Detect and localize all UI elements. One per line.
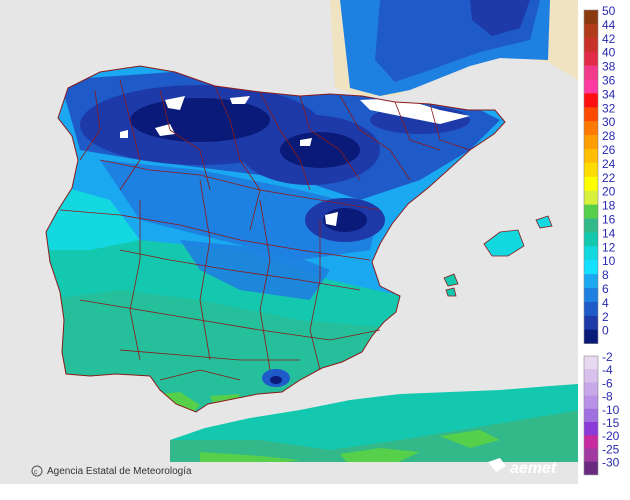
legend-label: 50	[602, 4, 616, 18]
legend-label: 40	[602, 46, 616, 60]
legend-swatch	[584, 121, 598, 136]
legend-swatch	[584, 246, 598, 261]
credit-text: Agencia Estatal de Meteorología	[47, 466, 192, 477]
legend-swatch	[584, 23, 598, 39]
temperature-legend: 5044424038363432302826242220181614121086…	[583, 4, 620, 476]
province-borders	[59, 79, 471, 381]
legend-swatch	[584, 135, 598, 150]
legend-swatch	[584, 315, 598, 330]
legend-label: 6	[602, 282, 609, 296]
legend-swatch	[584, 356, 598, 370]
legend-swatch	[584, 329, 598, 344]
legend-label: 18	[602, 199, 616, 213]
legend-swatch	[584, 176, 598, 191]
legend-label: 22	[602, 171, 616, 185]
legend-label: 12	[602, 240, 616, 254]
legend-label: 26	[602, 143, 616, 157]
legend-swatch	[584, 274, 598, 289]
legend-swatch	[584, 288, 598, 303]
legend-swatch	[584, 107, 598, 122]
legend-swatch	[584, 395, 598, 410]
legend-swatch	[584, 369, 598, 383]
legend-label: -2	[602, 350, 613, 364]
legend-swatch	[584, 382, 598, 396]
legend-swatch	[584, 162, 598, 178]
legend-swatch	[584, 301, 598, 317]
legend-swatch	[584, 232, 598, 247]
pyrenees-north-cold-3	[470, 0, 530, 36]
aemet-logo: aemet	[488, 458, 557, 477]
legend-swatch	[584, 204, 598, 219]
legend-label: 20	[602, 185, 616, 199]
legend-swatch	[584, 218, 598, 233]
legend-label: 14	[602, 226, 616, 240]
legend-label: -30	[602, 456, 620, 470]
balearic-islands	[443, 215, 553, 297]
legend-label: 0	[602, 324, 609, 338]
legend-frame-negative	[583, 355, 599, 476]
legend-label: 8	[602, 268, 609, 282]
corsica-island	[550, 0, 570, 40]
legend-label: 2	[602, 310, 609, 324]
legend-label: 30	[602, 115, 616, 129]
legend-swatch	[584, 37, 598, 52]
legend-swatch	[584, 190, 598, 205]
legend-label: -25	[602, 442, 620, 456]
legend-label: 38	[602, 60, 616, 74]
legend-swatch	[584, 435, 598, 449]
legend-label: 44	[602, 18, 616, 32]
legend-swatch	[584, 461, 598, 476]
legend-label: 32	[602, 101, 616, 115]
legend-frame-positive	[583, 9, 599, 344]
legend-label: -4	[602, 363, 613, 377]
legend-label: 36	[602, 74, 616, 88]
legend-swatch	[584, 422, 598, 436]
legend-label: -6	[602, 376, 613, 390]
legend-swatch	[584, 149, 598, 164]
legend-label: 4	[602, 296, 609, 310]
legend-label: 34	[602, 87, 616, 101]
legend-swatch	[584, 65, 598, 80]
legend-label: 16	[602, 213, 616, 227]
legend-swatch	[584, 79, 598, 94]
legend-swatch	[584, 51, 598, 66]
legend-swatch	[584, 93, 598, 108]
aemet-brand-text: aemet	[510, 460, 557, 477]
legend-swatch	[584, 10, 598, 25]
legend-label: -10	[602, 403, 620, 417]
aemet-swirl-icon	[488, 458, 506, 472]
copyright-icon	[31, 465, 43, 477]
legend-label: -20	[602, 429, 620, 443]
legend-swatch	[584, 408, 598, 423]
copyright-icon-glyph: c	[34, 469, 38, 476]
credit-footer: c Agencia Estatal de Meteorología	[31, 465, 192, 477]
legend-label: 10	[602, 254, 616, 268]
legend-label: 24	[602, 157, 616, 171]
legend-swatch	[584, 260, 598, 275]
legend-swatch	[584, 448, 598, 462]
legend-label: -15	[602, 416, 620, 430]
legend-label: -8	[602, 390, 613, 404]
legend-label: 42	[602, 32, 616, 46]
legend-label: 28	[602, 129, 616, 143]
